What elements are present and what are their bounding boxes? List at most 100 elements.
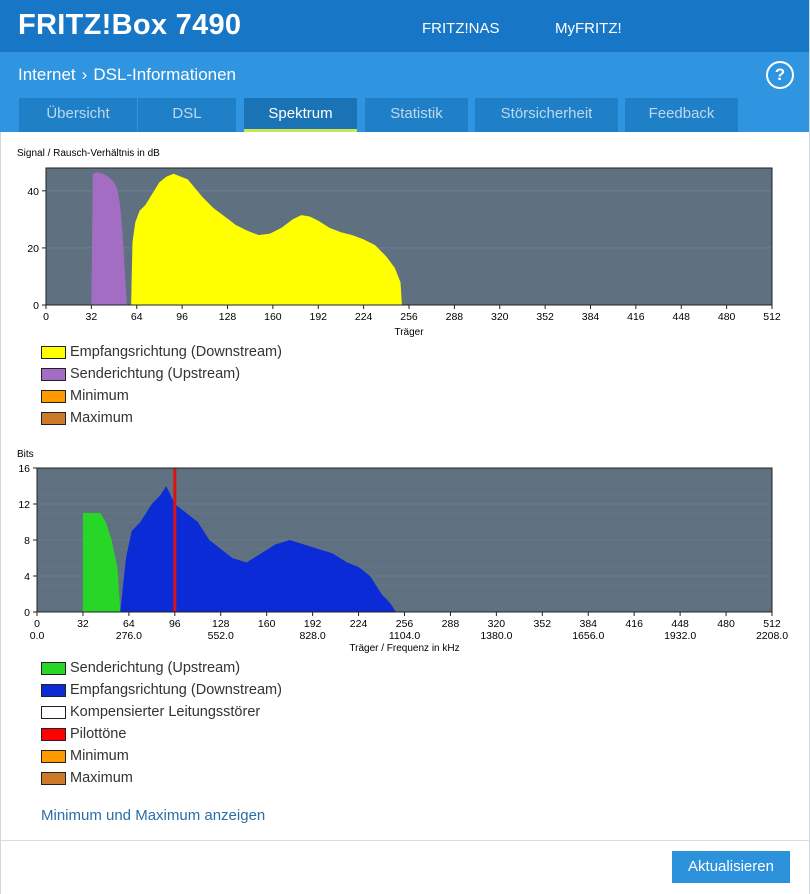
legend-label: Pilottöne [70,726,127,742]
freq-tick-label: 276.0 [116,630,142,642]
y-tick-label: 16 [18,463,30,475]
x-tick-label: 480 [718,311,736,323]
show-min-max-link[interactable]: Minimum und Maximum anzeigen [41,807,266,824]
y-tick-label: 0 [24,607,30,619]
x-tick-label: 320 [488,618,506,630]
x-tick-label: 128 [212,618,230,630]
plot-area [36,467,773,613]
x-axis-label: Träger [394,327,424,338]
legend-swatch [41,705,66,719]
legend-swatch [41,683,66,697]
legend-swatch [41,771,66,785]
legend-label: Empfangsrichtung (Downstream) [70,344,282,360]
freq-tick-label: 1380.0 [480,630,512,642]
freq-tick-label: 1932.0 [664,630,696,642]
legend-item: Maximum [41,767,282,789]
y-tick-label: 20 [27,243,39,255]
x-tick-label: 416 [627,311,645,323]
legend-label: Senderichtung (Upstream) [70,660,241,676]
x-tick-label: 128 [219,311,237,323]
x-tick-label: 480 [717,618,735,630]
snr-legend: Empfangsrichtung (Downstream) Sendericht… [41,341,282,429]
y-tick-label: 40 [27,186,39,198]
x-tick-label: 160 [264,311,282,323]
nav-fritz-nas[interactable]: FRITZ!NAS [422,20,500,37]
legend-item: Empfangsrichtung (Downstream) [41,341,282,363]
left-border [0,132,1,894]
tab-stoersicherheit[interactable]: Störsicherheit [475,98,618,132]
y-tick-label: 8 [24,535,30,547]
tab-statistik[interactable]: Statistik [365,98,468,132]
freq-tick-label: 828.0 [299,630,325,642]
legend-swatch [41,367,66,381]
x-tick-label: 32 [77,618,89,630]
nav-myfritz[interactable]: MyFRITZ! [555,20,622,37]
freq-tick-label: 552.0 [208,630,234,642]
legend-label: Kompensierter Leitungsstörer [70,704,261,720]
x-tick-label: 64 [123,618,135,630]
legend-label: Maximum [70,410,133,426]
legend-swatch [41,749,66,763]
legend-item: Senderichtung (Upstream) [41,363,282,385]
help-icon[interactable]: ? [766,61,794,89]
x-axis-label: Träger / Frequenz in kHz [349,643,459,654]
plot-area [45,167,773,306]
legend-item: Senderichtung (Upstream) [41,657,282,679]
x-tick-label: 352 [534,618,552,630]
legend-label: Empfangsrichtung (Downstream) [70,682,282,698]
legend-item: Kompensierter Leitungsstörer [41,701,282,723]
legend-swatch [41,661,66,675]
x-tick-label: 288 [446,311,464,323]
x-tick-label: 224 [350,618,368,630]
y-tick-label: 0 [33,300,39,312]
y-tick-label: 12 [18,499,30,511]
legend-item: Pilottöne [41,723,282,745]
x-tick-label: 192 [304,618,322,630]
x-tick-label: 192 [309,311,327,323]
tab-feedback[interactable]: Feedback [625,98,738,132]
legend-swatch [41,727,66,741]
plot-border [45,167,773,306]
top-bar: FRITZ!Box 7490 FRITZ!NAS MyFRITZ! [0,0,810,52]
x-tick-label: 224 [355,311,373,323]
x-tick-label: 384 [582,311,600,323]
legend-swatch [41,389,66,403]
x-tick-label: 288 [442,618,460,630]
x-tick-label: 64 [131,311,143,323]
breadcrumb-current: DSL-Informationen [93,65,237,84]
breadcrumb: Internet › DSL-Informationen [18,65,236,85]
plot-border [36,467,773,613]
series-area [82,513,121,612]
legend-item: Minimum [41,385,282,407]
breadcrumb-parent[interactable]: Internet [18,65,76,84]
x-tick-label: 448 [672,311,690,323]
x-tick-label: 160 [258,618,276,630]
x-tick-label: 96 [169,618,181,630]
brand-title: FRITZ!Box 7490 [18,9,242,41]
x-tick-label: 416 [625,618,643,630]
x-tick-label: 384 [579,618,597,630]
x-tick-label: 0 [43,311,49,323]
tab-spektrum[interactable]: Spektrum [244,98,357,132]
legend-swatch [41,345,66,359]
refresh-button[interactable]: Aktualisieren [672,851,790,883]
legend-item: Minimum [41,745,282,767]
legend-label: Minimum [70,388,129,404]
legend-label: Maximum [70,770,133,786]
legend-item: Maximum [41,407,282,429]
sub-header: Internet › DSL-Informationen ? Übersicht… [0,52,810,132]
x-tick-label: 512 [763,311,781,323]
tab-dsl[interactable]: DSL [138,98,236,132]
x-tick-label: 352 [536,311,554,323]
series-area [120,486,396,612]
tab-uebersicht[interactable]: Übersicht [19,98,137,132]
bits-legend: Senderichtung (Upstream) Empfangsrichtun… [41,657,282,789]
freq-tick-label: 0.0 [30,630,45,642]
snr-chart-ylabel: Signal / Rausch-Verhältnis in dB [17,148,160,159]
series-area [91,172,127,305]
x-tick-label: 320 [491,311,509,323]
legend-label: Minimum [70,748,129,764]
freq-tick-label: 1656.0 [572,630,604,642]
x-tick-label: 448 [671,618,689,630]
x-tick-label: 512 [763,618,781,630]
